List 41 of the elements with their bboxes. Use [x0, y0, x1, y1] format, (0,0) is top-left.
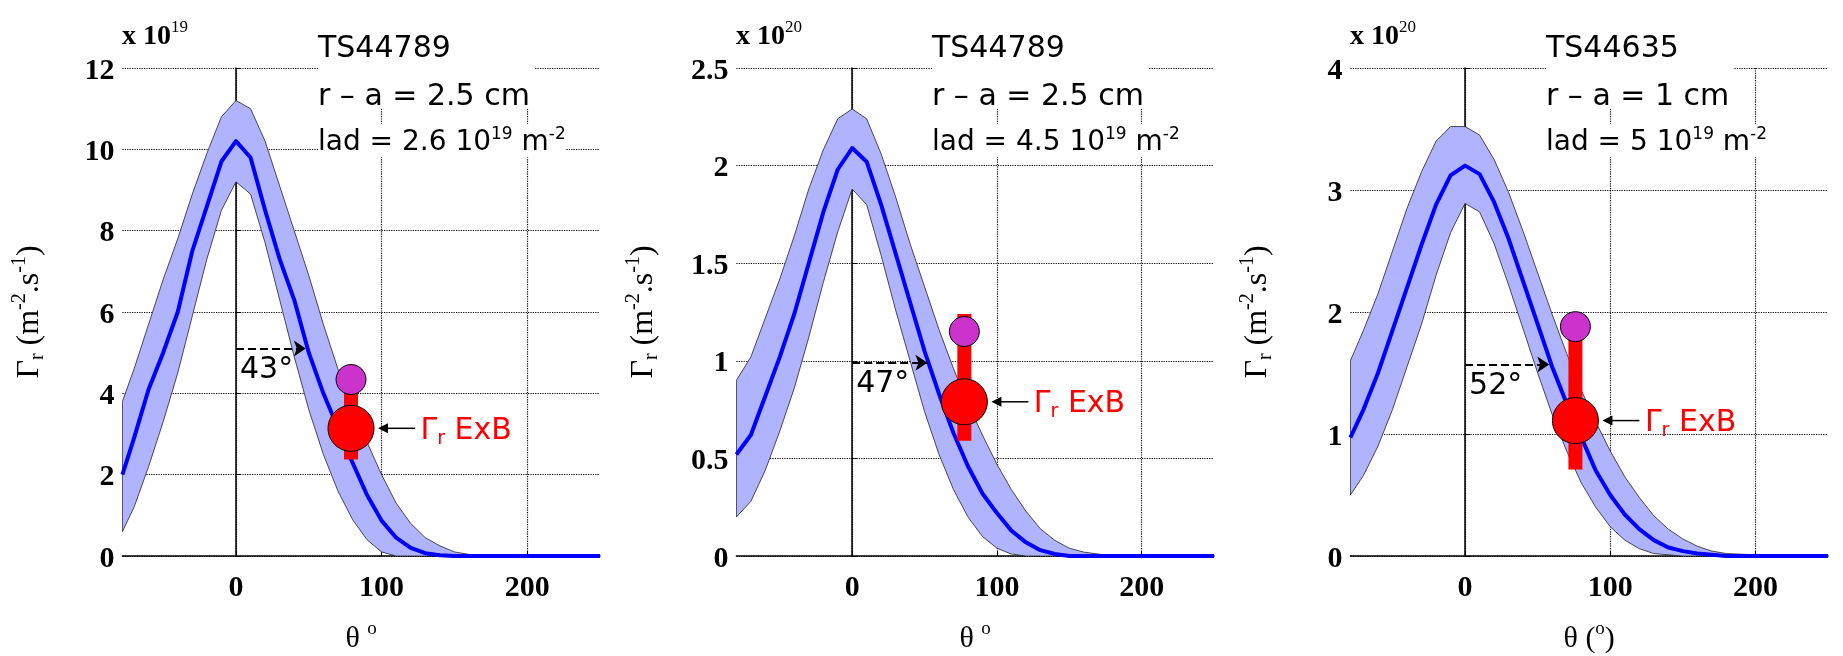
y-tick-label: 1.5	[690, 246, 729, 280]
y-tick-label: 4	[99, 376, 115, 410]
x-tick-label: 100	[1587, 568, 1633, 602]
y-axis-title: Γr (m-2.s-1)	[1235, 245, 1276, 379]
y-tick-label: 8	[99, 214, 115, 248]
y-tick-label: 12	[84, 51, 115, 85]
x-tick-label: 200	[504, 568, 550, 602]
x-axis-title: θ o	[345, 617, 377, 653]
x-tick-label: 200	[1732, 568, 1778, 602]
y-tick-label: 1	[1327, 417, 1343, 451]
y-tick-label: 0.5	[690, 441, 729, 475]
y-axis-title: Γr (m-2.s-1)	[621, 245, 662, 379]
chart-subtitle: r – a = 2.5 cm	[932, 76, 1144, 112]
chart-title: TS44789	[317, 28, 451, 64]
y-tick-label: 6	[99, 295, 115, 329]
x-tick-label: 0	[1457, 568, 1473, 602]
annotation: 47°	[856, 364, 910, 400]
y-tick-label: 1	[713, 344, 729, 378]
y-tick-label: 0	[99, 539, 115, 573]
x-tick-label: 0	[228, 568, 244, 602]
x-tick-label: 200	[1119, 568, 1165, 602]
chart-title: TS44635	[1545, 28, 1679, 64]
y-axis-title: Γr (m-2.s-1)	[7, 245, 48, 379]
y-tick-label: 2	[1327, 295, 1343, 329]
chart-title: TS44789	[931, 28, 1065, 64]
annotation: 43°	[239, 350, 294, 386]
y-tick-label: 2	[713, 149, 729, 183]
x-tick-label: 100	[359, 568, 405, 602]
x-tick-label: 0	[844, 568, 860, 602]
y-tick-label: 3	[1327, 173, 1343, 207]
y-tick-label: 0	[713, 539, 729, 573]
x-tick-label: 100	[974, 568, 1020, 602]
y-tick-label: 10	[84, 132, 115, 166]
y-tick-label: 2.5	[690, 51, 729, 85]
y-tick-label: 2	[99, 458, 115, 492]
x-axis-title: θ o	[959, 617, 991, 653]
y-tick-label: 4	[1327, 51, 1343, 85]
y-tick-label: 0	[1327, 539, 1343, 573]
annotation: 52°	[1469, 365, 1523, 401]
chart-subtitle: r – a = 1 cm	[1546, 76, 1730, 112]
chart-subtitle: r – a = 2.5 cm	[318, 76, 530, 112]
